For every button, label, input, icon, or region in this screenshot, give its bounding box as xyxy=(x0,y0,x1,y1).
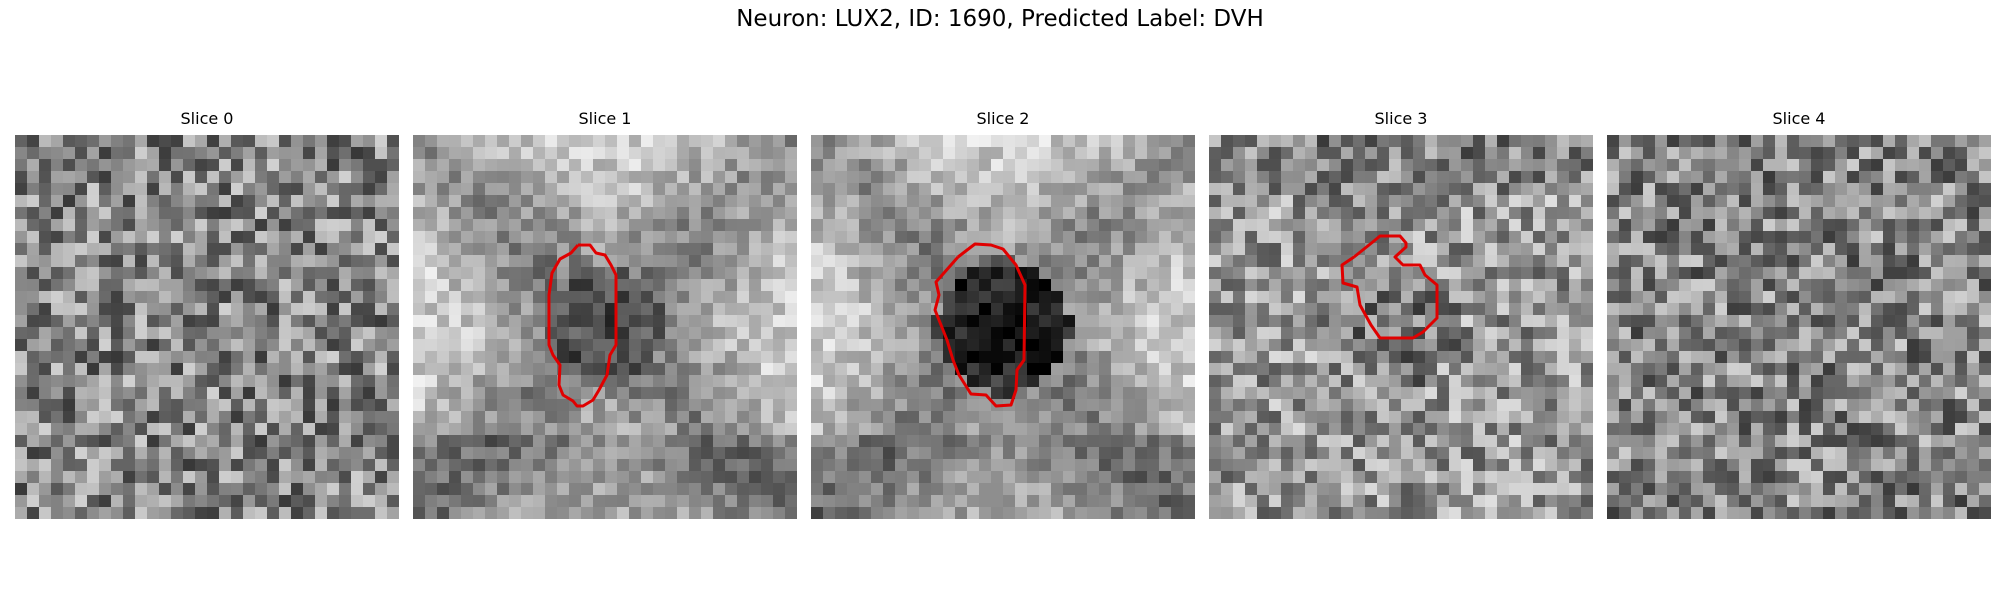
slice-panel-3: Slice 3 xyxy=(1209,108,1593,519)
slice-image xyxy=(1607,135,1991,519)
roi-outline xyxy=(1340,234,1439,340)
figure-title: Neuron: LUX2, ID: 1690, Predicted Label:… xyxy=(736,6,1264,32)
slice-panel-1: Slice 1 xyxy=(413,108,797,519)
slice-title: Slice 1 xyxy=(578,109,632,128)
slice-2-canvas xyxy=(811,135,1195,519)
slice-title: Slice 4 xyxy=(1772,109,1826,128)
slice-title: Slice 3 xyxy=(1374,109,1428,128)
slice-1-canvas xyxy=(413,135,797,519)
slice-image xyxy=(811,135,1195,519)
slice-image xyxy=(15,135,399,519)
slice-title: Slice 0 xyxy=(180,109,234,128)
slice-image xyxy=(413,135,797,519)
slice-title: Slice 2 xyxy=(976,109,1030,128)
slice-panel-0: Slice 0 xyxy=(15,108,399,519)
slice-3-canvas xyxy=(1209,135,1593,519)
roi-outline xyxy=(547,243,618,408)
slice-4-canvas xyxy=(1607,135,1991,519)
slice-0-canvas xyxy=(15,135,399,519)
slice-panel-2: Slice 2 xyxy=(811,108,1195,519)
slice-image xyxy=(1209,135,1593,519)
slice-panel-4: Slice 4 xyxy=(1607,108,1991,519)
roi-outline xyxy=(933,242,1027,408)
